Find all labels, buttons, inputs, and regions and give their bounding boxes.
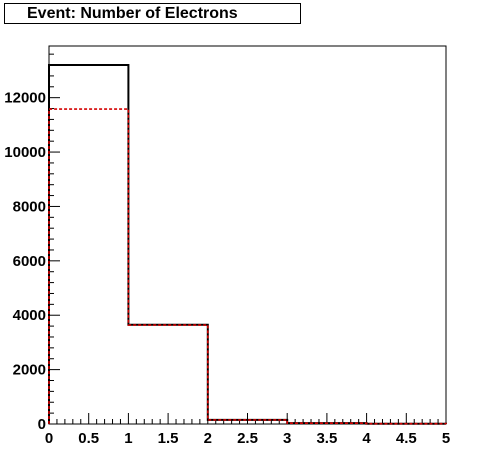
y-tick-label: 6000 [13, 253, 46, 270]
x-tick-label: 3 [283, 430, 291, 447]
y-tick-label: 10000 [4, 144, 46, 161]
x-tick-label: 0.5 [78, 430, 99, 447]
x-tick-label: 2.5 [237, 430, 258, 447]
x-tick-label: 3.5 [316, 430, 337, 447]
chart-title: Event: Number of Electrons [4, 3, 301, 24]
series-2-step-line [48, 108, 447, 425]
x-tick-label: 1 [124, 430, 132, 447]
x-tick-label: 5 [442, 430, 450, 447]
y-tick-label: 4000 [13, 307, 46, 324]
x-tick-label: 0 [45, 430, 53, 447]
plot-frame [48, 45, 447, 425]
x-tick-label: 1.5 [158, 430, 179, 447]
x-tick-label: 4 [362, 430, 371, 447]
y-tick-label: 2000 [13, 362, 46, 379]
tick-labels: 0 0.5 1 1.5 2 2.5 3 3.5 4 4.5 5 0 2000 4000 6000 8000 10… [4, 90, 450, 447]
series-group [48, 64, 447, 425]
y-tick-label: 8000 [13, 198, 46, 215]
x-tick-label: 2 [204, 430, 212, 447]
x-tick-label: 4.5 [396, 430, 417, 447]
y-tick-label: 0 [38, 416, 46, 433]
y-tick-label: 12000 [4, 90, 46, 107]
